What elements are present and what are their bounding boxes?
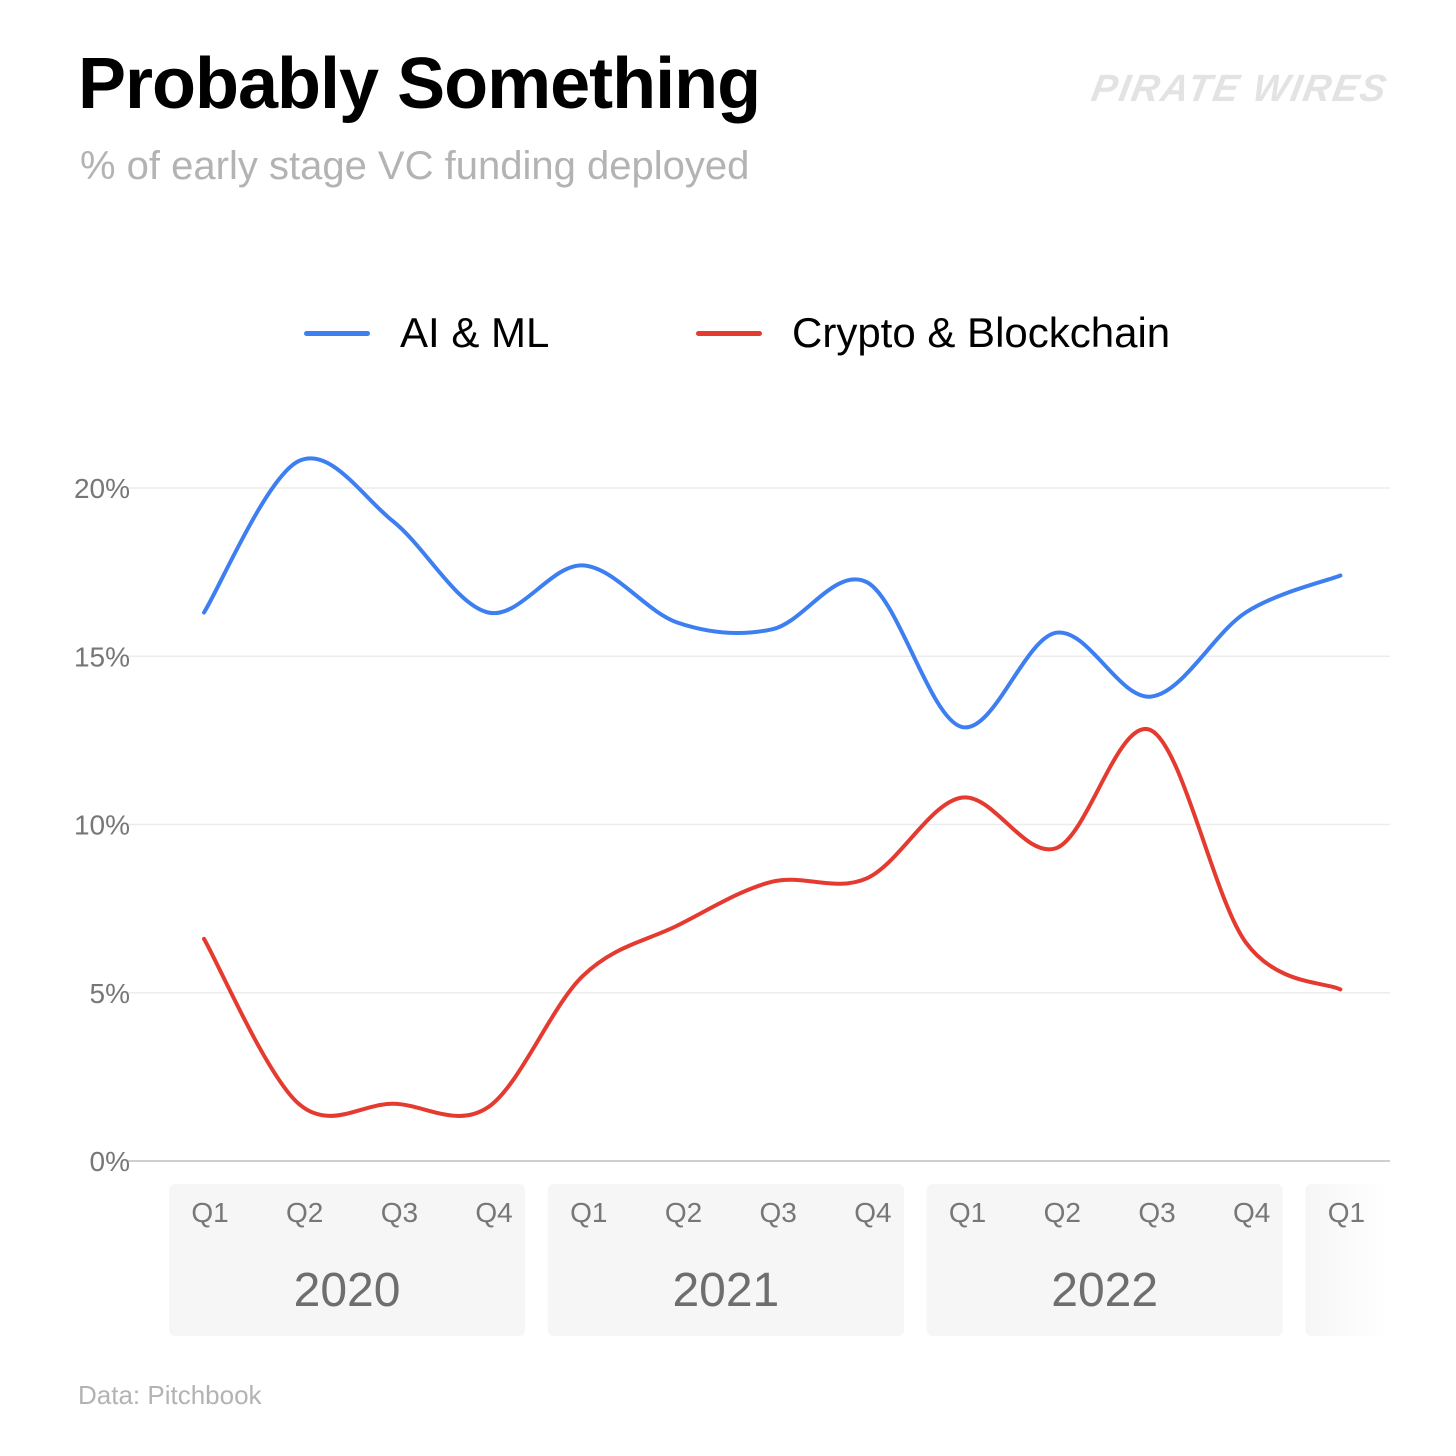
year-band-0 <box>169 1184 526 1336</box>
data-source: Data: Pitchbook <box>78 1380 262 1410</box>
y-tick-label: 15% <box>74 641 130 672</box>
year-band-1 <box>547 1184 904 1336</box>
x-tick-label: Q2 <box>1044 1197 1081 1228</box>
y-tick-label: 10% <box>74 810 130 841</box>
chart-title: Probably Something <box>78 44 761 124</box>
x-tick-label: Q1 <box>570 1197 607 1228</box>
x-tick-label: Q4 <box>854 1197 891 1228</box>
year-band-3 <box>1305 1184 1390 1336</box>
x-tick-label: Q1 <box>949 1197 986 1228</box>
legend-swatch-ai <box>304 330 370 336</box>
x-tick-label: Q1 <box>1328 1197 1365 1228</box>
x-tick-label: Q1 <box>191 1197 228 1228</box>
legend-item-crypto: Crypto & Blockchain <box>696 308 1170 358</box>
x-tick-label: Q3 <box>381 1197 418 1228</box>
legend-item-ai: AI & ML <box>304 308 549 358</box>
y-tick-label: 5% <box>90 978 130 1009</box>
legend: AI & ML Crypto & Blockchain <box>0 308 1456 358</box>
legend-label-crypto: Crypto & Blockchain <box>792 309 1171 356</box>
x-tick-label: Q3 <box>760 1197 797 1228</box>
x-tick-label: Q4 <box>475 1197 512 1228</box>
y-tick-label: 20% <box>74 473 130 504</box>
year-label-2020: 2020 <box>294 1264 401 1317</box>
legend-label-ai: AI & ML <box>400 309 550 356</box>
y-tick-label: 0% <box>90 1146 130 1177</box>
x-tick-label: Q4 <box>1233 1197 1270 1228</box>
year-label-2021: 2021 <box>672 1264 779 1317</box>
series-line-crypto-blockchain <box>202 726 1343 1118</box>
x-tick-label: Q3 <box>1138 1197 1175 1228</box>
x-tick-label: Q2 <box>665 1197 702 1228</box>
year-band-2 <box>926 1184 1283 1336</box>
legend-swatch-crypto <box>696 330 762 336</box>
x-tick-label: Q2 <box>286 1197 323 1228</box>
chart-subtitle: % of early stage VC funding deployed <box>80 144 750 188</box>
year-label-2022: 2022 <box>1051 1264 1158 1317</box>
series-line-ai-ml <box>202 456 1343 730</box>
